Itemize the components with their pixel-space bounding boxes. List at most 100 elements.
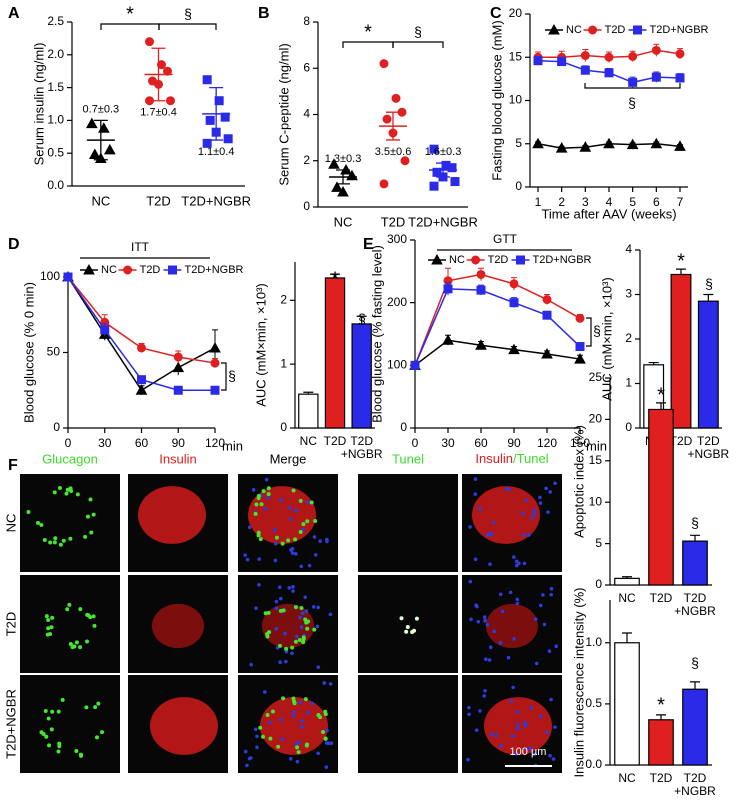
marker — [223, 134, 233, 144]
marker — [579, 141, 592, 152]
nucleus — [484, 657, 488, 662]
marker — [379, 59, 389, 69]
glucagon-cell — [85, 514, 90, 519]
nucleus — [294, 508, 299, 513]
panel-letter: E — [363, 236, 374, 253]
nucleus — [467, 712, 471, 717]
nucleus — [291, 589, 295, 593]
nucleus — [525, 747, 530, 752]
glucagon-cell — [303, 617, 308, 622]
nucleus — [299, 564, 304, 569]
x-tick-label: 30 — [441, 436, 455, 450]
glucagon-cell — [57, 485, 62, 490]
glucagon-cell — [43, 709, 48, 714]
nucleus — [291, 714, 296, 718]
marker — [651, 72, 661, 82]
marker — [157, 60, 166, 70]
y-tick-label: 10 — [509, 93, 523, 107]
marker — [135, 384, 148, 395]
marker — [173, 352, 183, 362]
glucagon-cell — [48, 540, 53, 545]
islet — [138, 486, 206, 544]
glucagon-cell — [301, 636, 306, 641]
glucagon-cell — [323, 712, 328, 717]
bar — [614, 577, 640, 586]
column-header: Insulin — [159, 451, 197, 466]
glucagon-cell — [258, 537, 263, 542]
series-line — [67, 276, 215, 391]
y-tick-label: 0.5 — [47, 145, 64, 159]
y-axis-label: Fasting blood glucose (mM) — [489, 20, 504, 180]
glucagon-cell — [58, 542, 63, 547]
nucleus — [288, 506, 292, 510]
marker — [209, 341, 221, 353]
bar — [298, 393, 319, 429]
nucleus — [553, 481, 557, 486]
x-tick-label: 7 — [677, 195, 684, 209]
marker — [509, 279, 519, 289]
nucleus — [314, 553, 318, 557]
x-axis-label: Time after AAV (weeks) — [541, 206, 676, 221]
y-axis-label: Serum C-peptide (ng/ml) — [276, 43, 291, 185]
x-tick-label: T2D — [650, 591, 673, 605]
nucleus — [305, 500, 310, 504]
glucagon-cell — [60, 697, 65, 702]
label-line: T2D — [350, 434, 373, 448]
nucleus — [492, 629, 497, 634]
nucleus — [478, 506, 482, 511]
marker — [85, 117, 98, 129]
sd-bar — [386, 111, 400, 141]
marker — [651, 45, 661, 55]
marker — [210, 358, 220, 368]
nucleus — [494, 733, 499, 738]
glucagon-cell — [78, 607, 83, 612]
bar — [648, 408, 674, 586]
islet — [150, 697, 218, 755]
y-tick-label: 0.5 — [585, 696, 602, 710]
marker — [382, 114, 392, 124]
x-axis-label: min — [222, 438, 243, 453]
error-bar — [330, 273, 340, 278]
nucleus — [517, 561, 521, 566]
summary-label: 1.1±0.4 — [198, 146, 235, 158]
glucagon-cell — [69, 488, 74, 493]
glucagon-cell — [268, 736, 273, 741]
glucagon-cell — [91, 512, 96, 517]
row-label: T2D — [3, 612, 18, 637]
glucagon-cell — [79, 752, 84, 757]
column-header: Tunel — [392, 451, 424, 466]
glucagon-cell — [256, 530, 261, 535]
glucagon-cell — [100, 730, 105, 735]
marker — [574, 353, 586, 364]
x-tick-label: NC — [618, 591, 636, 605]
glucagon-cell — [266, 610, 271, 615]
marker — [447, 163, 457, 173]
marker — [475, 339, 487, 350]
annotation: * — [657, 694, 665, 716]
nucleus — [273, 541, 278, 546]
y-tick-label: 2 — [280, 292, 287, 306]
bar — [614, 642, 640, 766]
marker — [328, 158, 340, 169]
nucleus — [532, 512, 537, 516]
chart-title: ITT — [131, 240, 150, 254]
nucleus — [291, 710, 296, 714]
error-bar — [676, 268, 686, 275]
marker — [137, 343, 146, 353]
annotation: § — [184, 6, 192, 22]
nucleus — [243, 749, 248, 754]
significance-bracket — [584, 83, 681, 89]
x-tick-label: T2D — [146, 193, 171, 208]
x-tick-label: 6 — [653, 195, 660, 209]
glucagon-cell — [284, 646, 289, 651]
nucleus — [295, 759, 300, 764]
label-line: T2D — [684, 591, 707, 605]
marker — [471, 255, 481, 265]
marker — [166, 96, 175, 106]
marker — [626, 138, 639, 150]
marker — [450, 177, 460, 187]
y-tick-label: 0 — [400, 420, 407, 434]
glucagon-cell — [92, 623, 97, 628]
glucagon-cell — [46, 716, 51, 721]
